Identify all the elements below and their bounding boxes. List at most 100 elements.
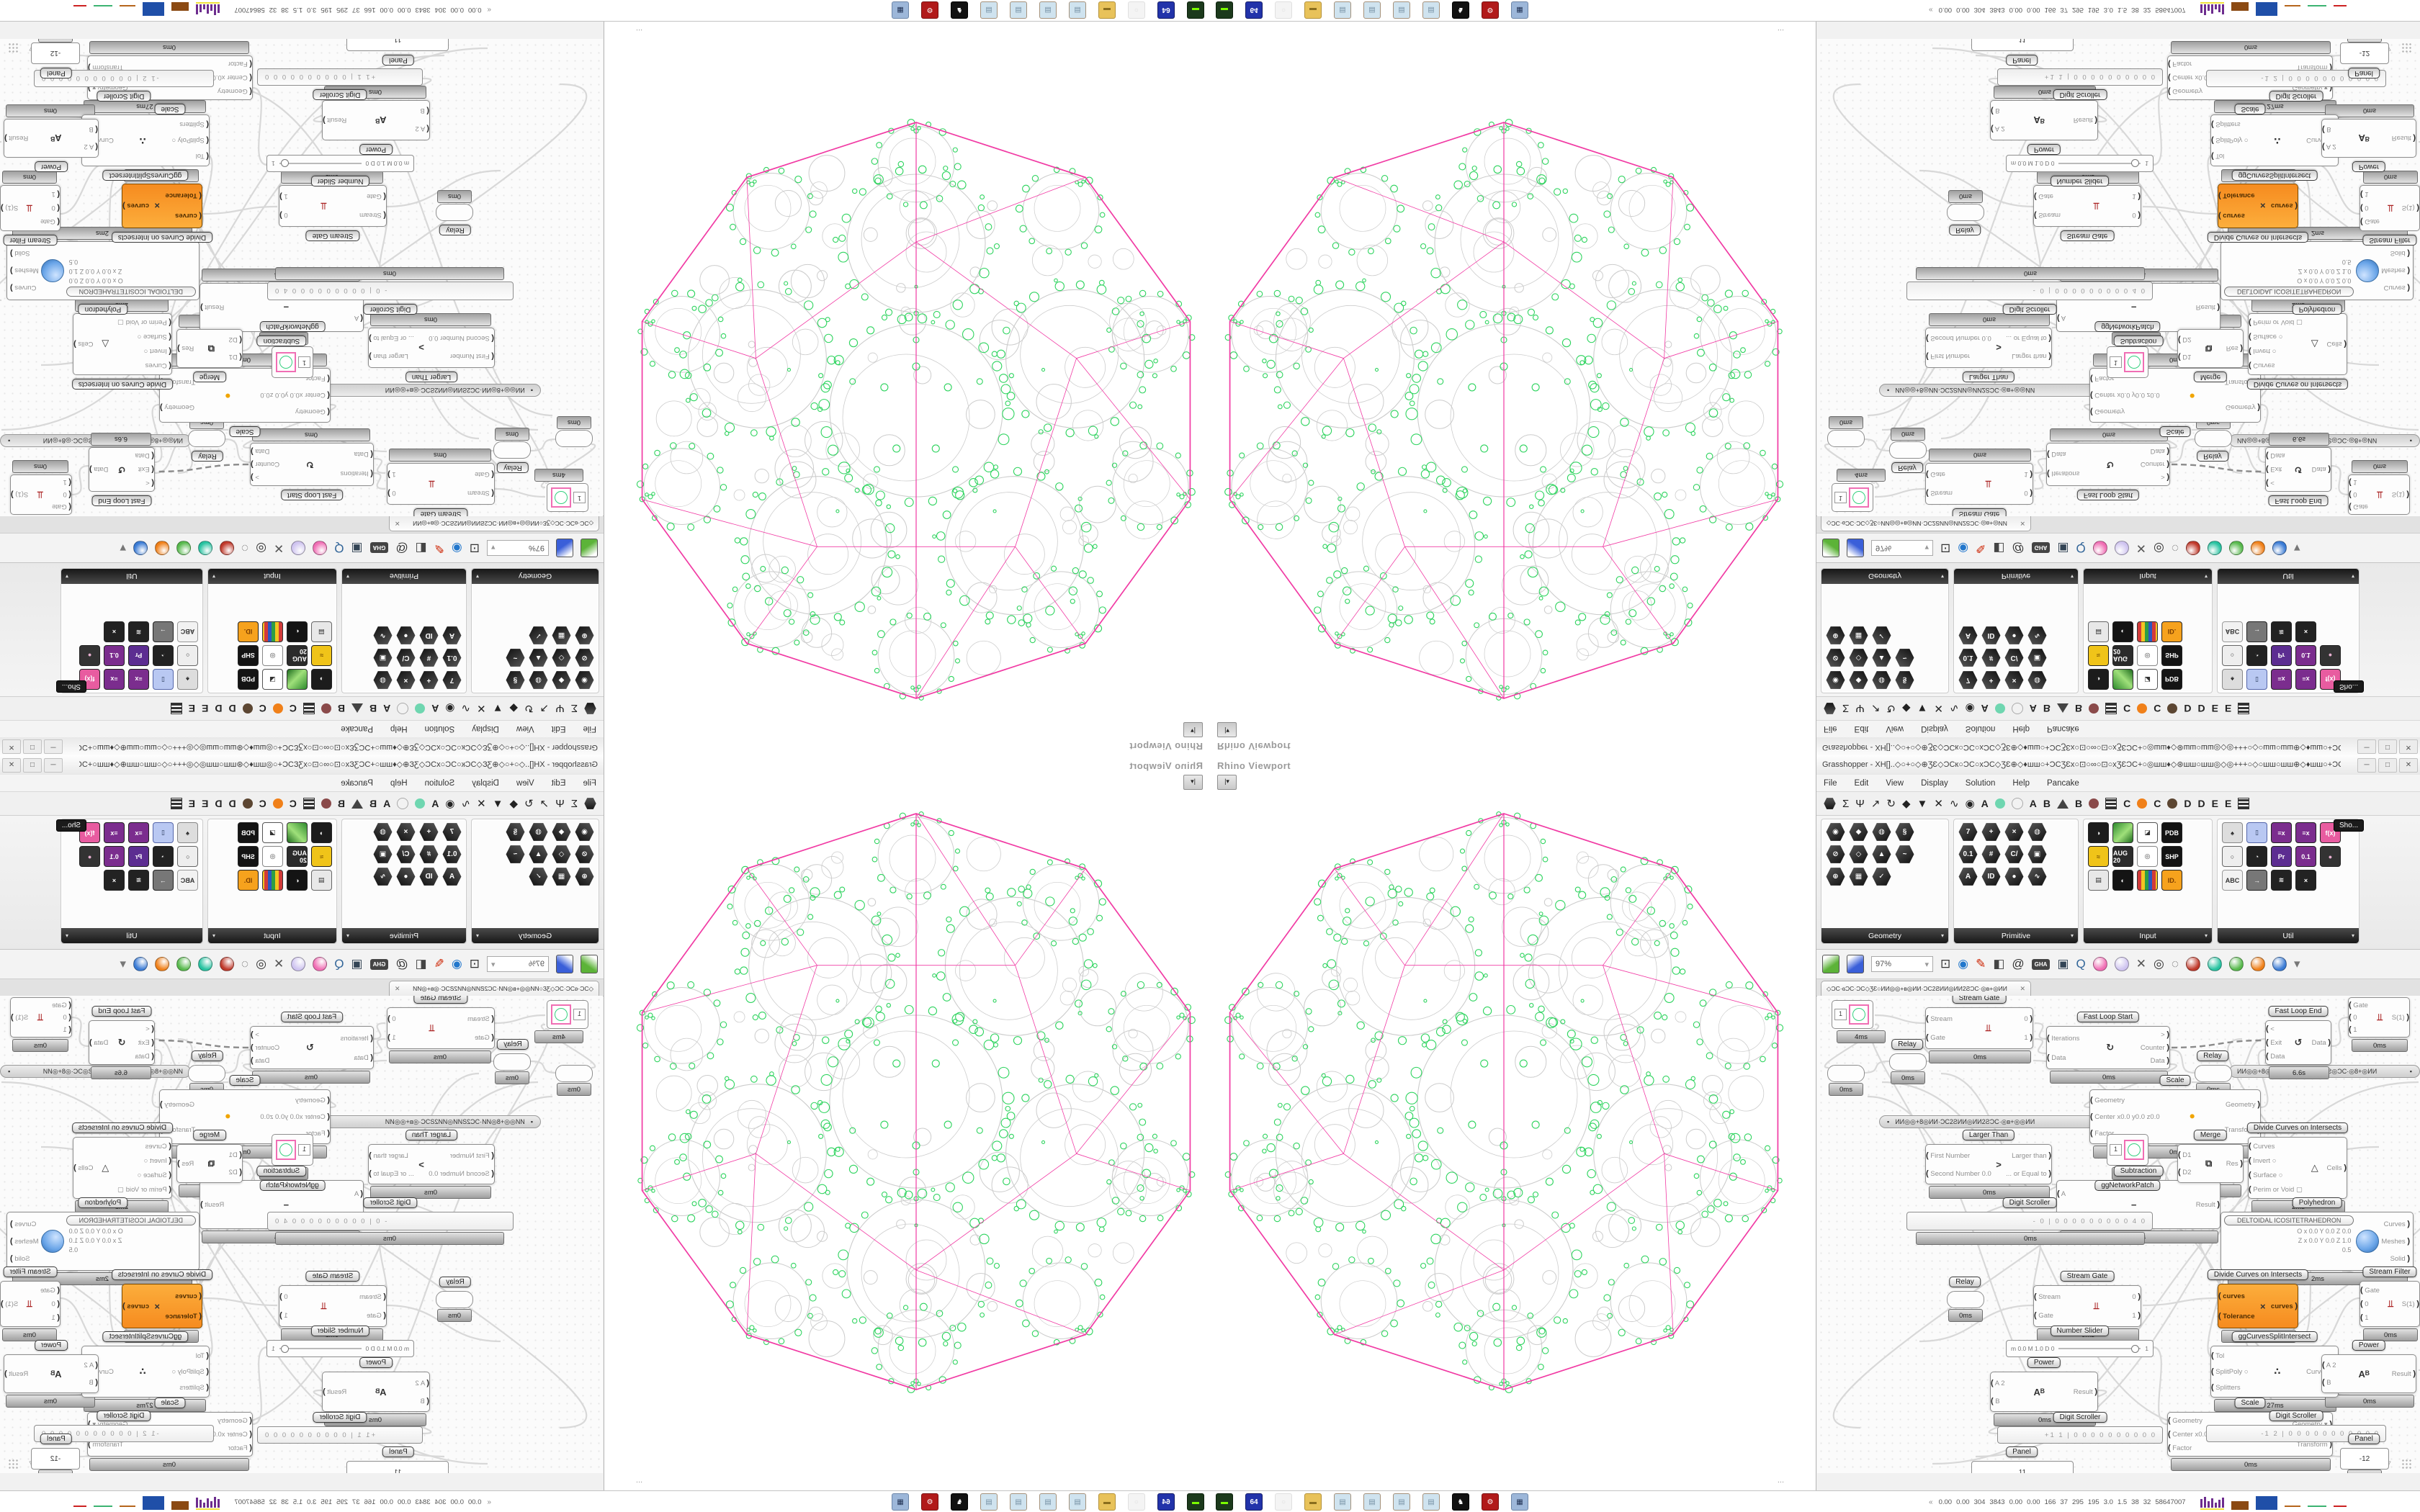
palette-icon[interactable]: ◉ [575, 822, 594, 842]
component-label[interactable]: Power [359, 1357, 393, 1368]
component-label[interactable]: Stream Gate [2060, 230, 2115, 241]
palette-icon[interactable]: ≋ [2271, 870, 2292, 891]
mesh-tab[interactable]: ▼ [1917, 702, 1928, 715]
palette-overflow-tooltip[interactable]: Sho... [55, 680, 86, 693]
slider-knob[interactable] [280, 159, 289, 167]
plugin-tab-a2[interactable]: A [2029, 798, 2037, 809]
palette-icon[interactable]: ▦ [1849, 868, 1868, 886]
menu-item-edit[interactable]: Edit [1854, 778, 1869, 788]
viewport-more-label[interactable]: ... [1777, 27, 1784, 36]
palette-icon[interactable]: SHP [238, 645, 259, 666]
component-label[interactable]: Relay [192, 451, 223, 462]
transform-tab[interactable]: ∿ [1949, 798, 1959, 810]
palette-icon[interactable]: C/ [396, 845, 416, 864]
component-label[interactable]: Relay [497, 462, 529, 473]
palette-icon[interactable]: × [2295, 870, 2316, 891]
palette-icon[interactable]: ~ [506, 648, 525, 667]
zoom-extents-icon[interactable]: ⊡ [469, 957, 480, 971]
component-power[interactable]: ( A 2( B Aᴮ Result ) [4, 1354, 99, 1393]
panel-component[interactable]: 11 [1971, 39, 2074, 51]
close-tab-icon[interactable]: ✕ [2020, 520, 2025, 528]
display-tab[interactable]: ◉ [445, 702, 455, 714]
palette-icon[interactable]: ▤ [311, 870, 332, 891]
ball-orange-icon[interactable] [2250, 957, 2265, 971]
menu-item-pancake[interactable]: Pancake [2047, 724, 2079, 734]
component-label[interactable]: Digit Scroller [2053, 1412, 2107, 1423]
vector-tab[interactable]: ↗ [539, 798, 550, 810]
slider-track[interactable] [2058, 1345, 2141, 1353]
panel-toggle-icon[interactable]: ◧ [415, 957, 427, 971]
component-divide-curves-on-intersects[interactable]: ( curves( Tolerance × curves ) [2218, 184, 2298, 228]
notepad-icon[interactable]: ▤ [1334, 1, 1351, 19]
relay-component[interactable] [1889, 441, 1927, 459]
component-label[interactable]: Merge [192, 372, 227, 382]
plugin-tab-c1[interactable]: C [289, 703, 297, 714]
component-divide-curves-on-intersects[interactable]: ( Curves( Invert ○( Surface ○( Perim or … [73, 1137, 172, 1199]
menu-item-help[interactable]: Help [390, 724, 408, 734]
weave-icon[interactable]: ✕ [274, 541, 284, 555]
ggnetworkpatch-component[interactable]: 1 [547, 1000, 588, 1029]
palette-icon[interactable] [262, 870, 283, 891]
curve-tab[interactable]: ↻ [524, 798, 534, 810]
palette-icon[interactable]: ● [396, 867, 416, 886]
viewport-dropdown-button[interactable]: |▾ [1217, 775, 1237, 790]
plugin-tab-mountain[interactable] [351, 703, 363, 714]
maths-tab[interactable]: Σ [1842, 702, 1850, 715]
zoom-select[interactable]: 97% ▾ [1871, 540, 1933, 556]
gem-icon[interactable] [220, 957, 235, 971]
component-label[interactable]: Fast Loop End [2268, 495, 2329, 506]
save-file-icon[interactable] [1847, 539, 1864, 557]
menu-item-help[interactable]: Help [2012, 724, 2030, 734]
palette-icon[interactable]: ▯ [153, 822, 174, 843]
palette-group-label[interactable]: Primitive ▾ [1954, 928, 2078, 943]
palette-icon[interactable]: ◎ [2137, 645, 2158, 666]
menu-item-solution[interactable]: Solution [1965, 778, 1996, 788]
viewport-dropdown-button[interactable]: |▾ [1183, 775, 1203, 790]
menu-item-view[interactable]: View [516, 724, 534, 734]
zoom-extents-icon[interactable]: ⊡ [1940, 957, 1951, 971]
ggnetworkpatch-component[interactable]: 1 [547, 483, 588, 512]
relay-component[interactable] [493, 441, 531, 459]
relay-component[interactable] [1827, 430, 1865, 447]
plugin-tab-c2[interactable]: C [2154, 703, 2161, 714]
light-bulb-icon[interactable] [291, 957, 306, 971]
open-file-icon[interactable] [581, 955, 598, 973]
component-label[interactable]: Digit Scroller [2053, 89, 2107, 100]
component-label[interactable]: Subtraction [2113, 1166, 2164, 1176]
transform-tab[interactable]: ∿ [461, 702, 471, 714]
palette-icon[interactable]: ◍ [2027, 670, 2047, 690]
palette-icon[interactable]: ○ [2222, 846, 2243, 867]
maximize-button[interactable]: □ [23, 758, 42, 773]
component-divide-curves-on-intersects[interactable]: ( Curves( Invert ○( Surface ○( Perim or … [73, 313, 172, 375]
palette-icon[interactable]: ◔ [153, 645, 174, 666]
component-stream-gate[interactable]: ( Stream( Gate ⫫ 0 ) 1 ) [1925, 463, 2033, 505]
close-button[interactable]: ✕ [2399, 739, 2418, 754]
more-caret-icon[interactable]: ▾ [120, 957, 127, 971]
pin-teal-icon[interactable] [198, 541, 213, 555]
palette-icon[interactable]: ◐ [2112, 870, 2133, 891]
component-label[interactable]: Digit Scroller [97, 1410, 151, 1421]
surface-tab[interactable]: ◆ [1901, 798, 1911, 810]
plugin-tab-a1[interactable]: A [431, 703, 439, 714]
plugin-tab-mountain[interactable] [2057, 703, 2069, 714]
palette-icon[interactable]: ▤ [311, 621, 332, 642]
sketch-pen-icon[interactable]: ✎ [434, 957, 444, 971]
camera-icon[interactable]: ◎ [2154, 957, 2164, 971]
polyhedron-type-dropdown[interactable]: DELTOIDAL ICOSITETRAHEDRON [66, 1215, 196, 1225]
mesh-tab[interactable]: ▼ [1917, 797, 1928, 810]
component-label[interactable]: Relay [439, 225, 471, 235]
vector-tab[interactable]: ↗ [1870, 798, 1881, 810]
plugin-tab-b2[interactable]: B [2075, 798, 2083, 809]
palette-icon[interactable]: ≋ [128, 870, 149, 891]
plugin-tab-a2[interactable]: A [383, 703, 391, 714]
plugin-tab-b2[interactable]: B [337, 703, 345, 714]
plugin-tab-pattern[interactable] [2238, 703, 2250, 714]
canvas-resize-handle[interactable] [7, 42, 19, 53]
open-file-icon[interactable] [1822, 955, 1839, 973]
plugin-tab-orange[interactable] [2137, 703, 2148, 714]
component-label[interactable]: Subtraction [2113, 336, 2164, 346]
palette-icon[interactable]: ◇ [1849, 648, 1868, 667]
params-tab[interactable] [1824, 703, 1836, 715]
rhino-black-icon[interactable]: ♞ [951, 1, 968, 19]
